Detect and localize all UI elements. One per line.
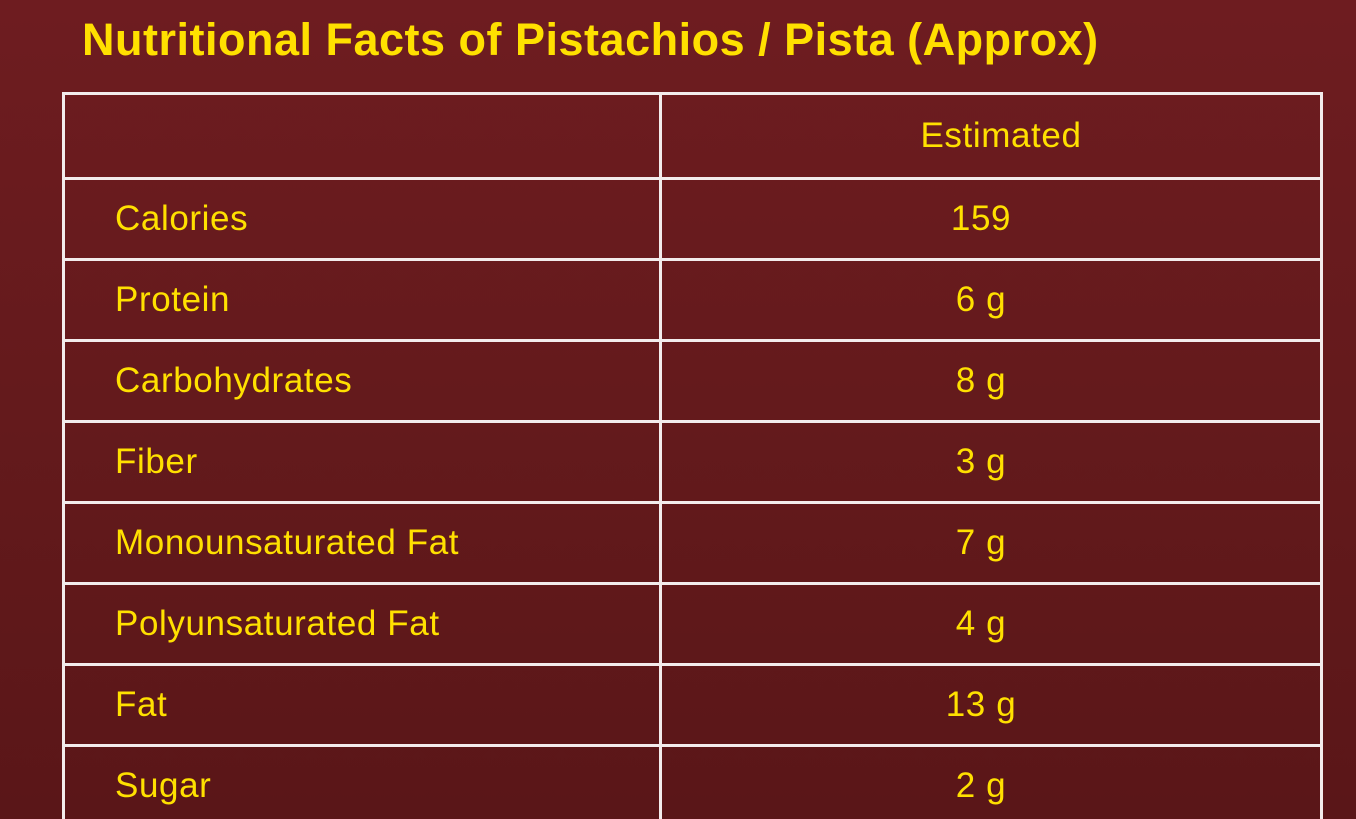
nutrient-value-cell: 3 g xyxy=(659,420,1323,504)
table-header-row: Estimated xyxy=(62,92,1323,180)
table-row: Carbohydrates 8 g xyxy=(62,339,1323,423)
nutrient-value: 7 g xyxy=(955,523,1007,562)
table-row: Polyunsaturated Fat 4 g xyxy=(62,582,1323,666)
table-row: Monounsaturated Fat 7 g xyxy=(62,501,1323,585)
nutrient-value: 2 g xyxy=(955,766,1007,805)
nutrient-label: Carbohydrates xyxy=(62,339,662,423)
nutrition-table-container: Estimated Calories 159 Protein 6 g Carbo… xyxy=(62,92,1323,819)
header-cell-blank xyxy=(62,92,662,180)
nutrient-value-cell: 13 g xyxy=(659,663,1323,747)
nutrient-value-cell: 2 g xyxy=(659,744,1323,819)
nutrient-value-cell: 4 g xyxy=(659,582,1323,666)
table-row: Sugar 2 g xyxy=(62,744,1323,819)
nutrient-value-cell: 7 g xyxy=(659,501,1323,585)
header-estimated-label: Estimated xyxy=(920,116,1082,155)
nutrition-table: Estimated Calories 159 Protein 6 g Carbo… xyxy=(62,92,1323,819)
nutrient-value: 8 g xyxy=(955,361,1007,400)
nutrient-label: Fat xyxy=(62,663,662,747)
nutrient-value: 13 g xyxy=(945,685,1017,724)
table-row: Fiber 3 g xyxy=(62,420,1323,504)
table-row: Calories 159 xyxy=(62,177,1323,261)
nutrient-value-cell: 6 g xyxy=(659,258,1323,342)
nutrient-value: 3 g xyxy=(955,442,1007,481)
nutrient-label: Calories xyxy=(62,177,662,261)
nutrient-value: 4 g xyxy=(955,604,1007,643)
table-row: Protein 6 g xyxy=(62,258,1323,342)
nutrient-label: Monounsaturated Fat xyxy=(62,501,662,585)
nutrient-value-cell: 159 xyxy=(659,177,1323,261)
page-title: Nutritional Facts of Pistachios / Pista … xyxy=(82,14,1099,65)
nutrient-label: Protein xyxy=(62,258,662,342)
nutrient-value: 6 g xyxy=(955,280,1007,319)
nutrient-label: Fiber xyxy=(62,420,662,504)
nutrient-value: 159 xyxy=(950,199,1012,238)
nutrient-value-cell: 8 g xyxy=(659,339,1323,423)
table-row: Fat 13 g xyxy=(62,663,1323,747)
nutrient-label: Sugar xyxy=(62,744,662,819)
nutrient-label: Polyunsaturated Fat xyxy=(62,582,662,666)
header-cell-estimated: Estimated xyxy=(659,92,1323,180)
